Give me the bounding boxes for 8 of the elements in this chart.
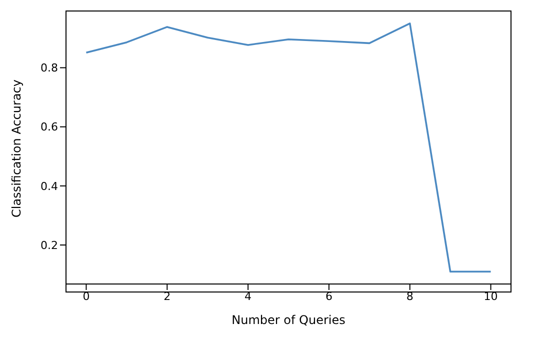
y-tick-label: 0.2 bbox=[40, 238, 58, 252]
y-axis-title: Classification Accuracy bbox=[9, 80, 24, 218]
x-tick-label: 4 bbox=[244, 290, 252, 303]
y-tick-label: 0.8 bbox=[40, 62, 58, 75]
y-tick-label: 0.4 bbox=[40, 180, 58, 193]
y-tick-label: 0.6 bbox=[40, 120, 58, 134]
x-axis-title: Number of Queries bbox=[232, 313, 346, 327]
line-series bbox=[85, 22, 492, 272]
